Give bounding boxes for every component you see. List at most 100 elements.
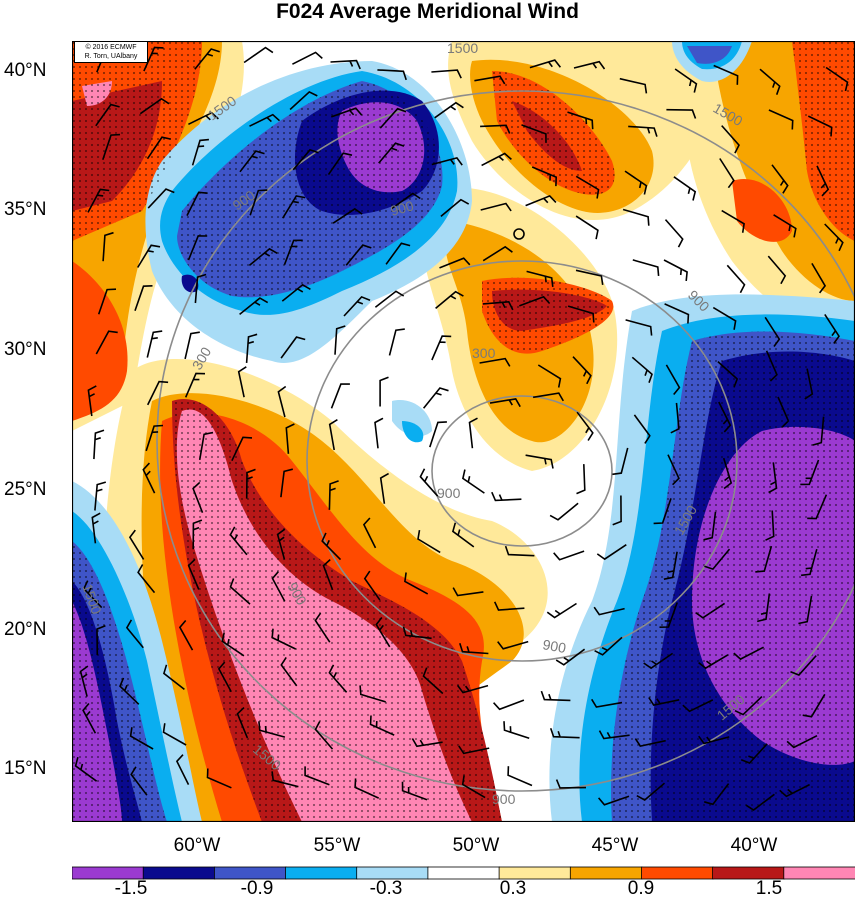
wind-barb <box>198 431 214 461</box>
wind-barb <box>667 454 680 486</box>
wind-barb <box>755 545 773 573</box>
wind-barb <box>321 532 342 561</box>
wind-barb <box>572 356 592 385</box>
wind-barb <box>777 396 790 428</box>
height-contours <box>156 90 855 792</box>
wind-barb <box>289 90 318 111</box>
wind-barb <box>504 545 535 557</box>
wind-barb <box>740 743 768 764</box>
contour-label: 900 <box>492 791 516 807</box>
wind-barb <box>374 417 384 449</box>
map-title: F024 Average Meridional Wind <box>276 0 579 23</box>
wind-barb <box>765 350 778 382</box>
wind-barb <box>402 626 432 640</box>
wind-barb <box>391 192 421 210</box>
wind-barb <box>379 107 407 129</box>
wind-barb <box>540 690 571 702</box>
contour-label: 900 <box>437 485 461 501</box>
wind-barb <box>451 522 475 548</box>
wind-barb <box>379 376 389 407</box>
wind-barb <box>334 325 346 355</box>
wind-barb <box>529 59 562 69</box>
lat-label-30: 30°N <box>4 339 47 360</box>
wind-barb <box>698 735 730 745</box>
wind-barb <box>186 191 208 216</box>
wind-barb <box>343 295 371 317</box>
wind-barb <box>194 48 220 70</box>
lon-label-40w: 40°W <box>730 835 778 856</box>
wind-barb <box>712 306 737 330</box>
wind-barb <box>146 380 169 406</box>
wind-barb <box>726 264 746 294</box>
wind-barb <box>271 771 299 788</box>
wind-barb <box>549 727 580 739</box>
wind-barb <box>237 366 247 398</box>
wind-barb <box>573 60 606 70</box>
wind-barb <box>431 156 463 166</box>
wind-barb <box>721 209 745 233</box>
wind-barb <box>404 572 429 595</box>
wind-barb <box>328 419 338 451</box>
wind-barb <box>271 628 296 650</box>
wind-barb <box>217 661 232 693</box>
wind-barb <box>379 472 389 504</box>
wind-barb <box>134 285 153 311</box>
wind-barb <box>482 300 514 311</box>
wind-barb <box>461 469 485 494</box>
wind-barb <box>388 328 405 356</box>
wind-barb <box>162 664 185 691</box>
wind-barb <box>191 138 209 166</box>
wind-barb <box>79 665 89 697</box>
wind-barb <box>670 402 680 434</box>
wind-barb <box>245 468 256 499</box>
wind-barb <box>625 319 653 336</box>
lon-label-55w: 55°W <box>313 835 361 856</box>
wind-barb <box>767 255 787 285</box>
wind-barb <box>178 619 194 651</box>
wind-barb <box>458 745 490 755</box>
wind-barb <box>330 383 350 409</box>
wind-barb <box>431 69 462 79</box>
wind-barb <box>188 111 219 126</box>
wind-barb <box>648 697 680 706</box>
wind-barb <box>546 602 577 619</box>
wind-barb <box>328 664 348 693</box>
wind-barb <box>665 364 681 396</box>
wind-barb <box>248 247 278 267</box>
wind-barb <box>718 401 732 433</box>
wind-barb <box>745 793 775 811</box>
wind-barb <box>277 385 287 418</box>
wind-barb <box>96 625 106 656</box>
wind-barb <box>102 133 121 160</box>
wind-barb <box>221 632 245 657</box>
wind-barb <box>703 511 717 541</box>
wind-barb <box>285 423 295 454</box>
wind-barb <box>721 125 740 154</box>
wind-barb <box>786 734 818 749</box>
wind-barb <box>597 795 630 806</box>
wind-barb <box>525 454 554 469</box>
wind-barb <box>129 727 154 750</box>
wind-barb <box>359 685 386 703</box>
lon-label-45w: 45°W <box>591 835 639 856</box>
wind-barb <box>704 548 731 571</box>
wind-barb <box>440 198 470 218</box>
wind-barb <box>206 768 232 789</box>
wind-barb <box>598 730 630 740</box>
wind-barb <box>249 113 281 127</box>
wind-barb <box>816 165 830 197</box>
wind-barb <box>659 602 678 628</box>
wind-barb <box>363 570 381 601</box>
wind-barb <box>698 654 729 670</box>
wind-barb <box>82 580 103 609</box>
wind-barb <box>102 231 114 262</box>
wind-barb <box>717 361 739 388</box>
wind-barb <box>422 387 449 409</box>
wind-barb <box>385 242 411 265</box>
wind-barb <box>801 548 818 577</box>
wind-barb <box>119 677 140 705</box>
wind-barb <box>162 723 187 746</box>
lon-label-50w: 50°W <box>452 835 500 856</box>
wind-barb <box>634 738 666 747</box>
